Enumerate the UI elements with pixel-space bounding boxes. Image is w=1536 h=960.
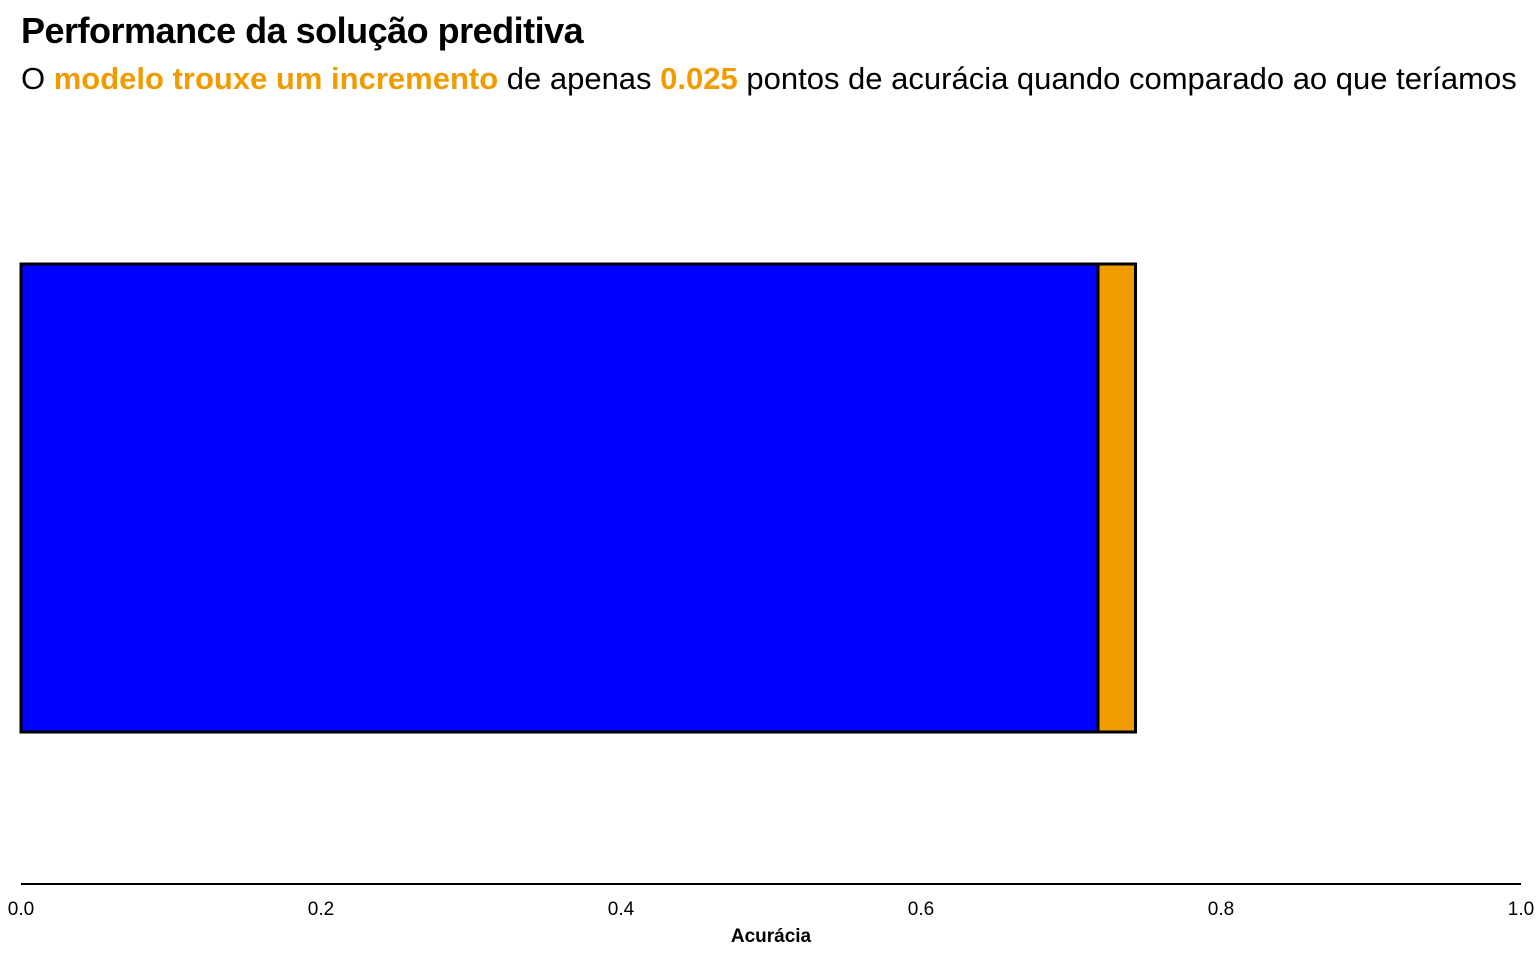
- subtitle-highlight-value: 0.025: [660, 61, 738, 96]
- x-axis-title: Acurácia: [731, 926, 812, 947]
- x-tick-label: 0.8: [1208, 899, 1234, 920]
- subtitle-text-1: O: [21, 61, 54, 96]
- subtitle-highlight-model: modelo trouxe um incremento: [53, 61, 499, 96]
- x-tick-label: 0.4: [608, 899, 635, 920]
- subtitle-text-2: de apenas: [498, 61, 661, 96]
- x-tick-label: 0.2: [308, 899, 334, 920]
- bar-increment: [1096, 262, 1137, 734]
- x-tick-label: 0.6: [908, 899, 934, 920]
- chart-title: Performance da solução preditiva: [21, 10, 584, 51]
- x-tick-label: 0.0: [8, 899, 34, 920]
- bar-baseline: [19, 262, 1100, 734]
- subtitle-text-3: pontos de acurácia quando comparado ao q…: [737, 61, 1517, 96]
- x-tick-label: 1.0: [1508, 899, 1534, 920]
- chart-subtitle: O modelo trouxe um incremento de apenas …: [21, 61, 1536, 97]
